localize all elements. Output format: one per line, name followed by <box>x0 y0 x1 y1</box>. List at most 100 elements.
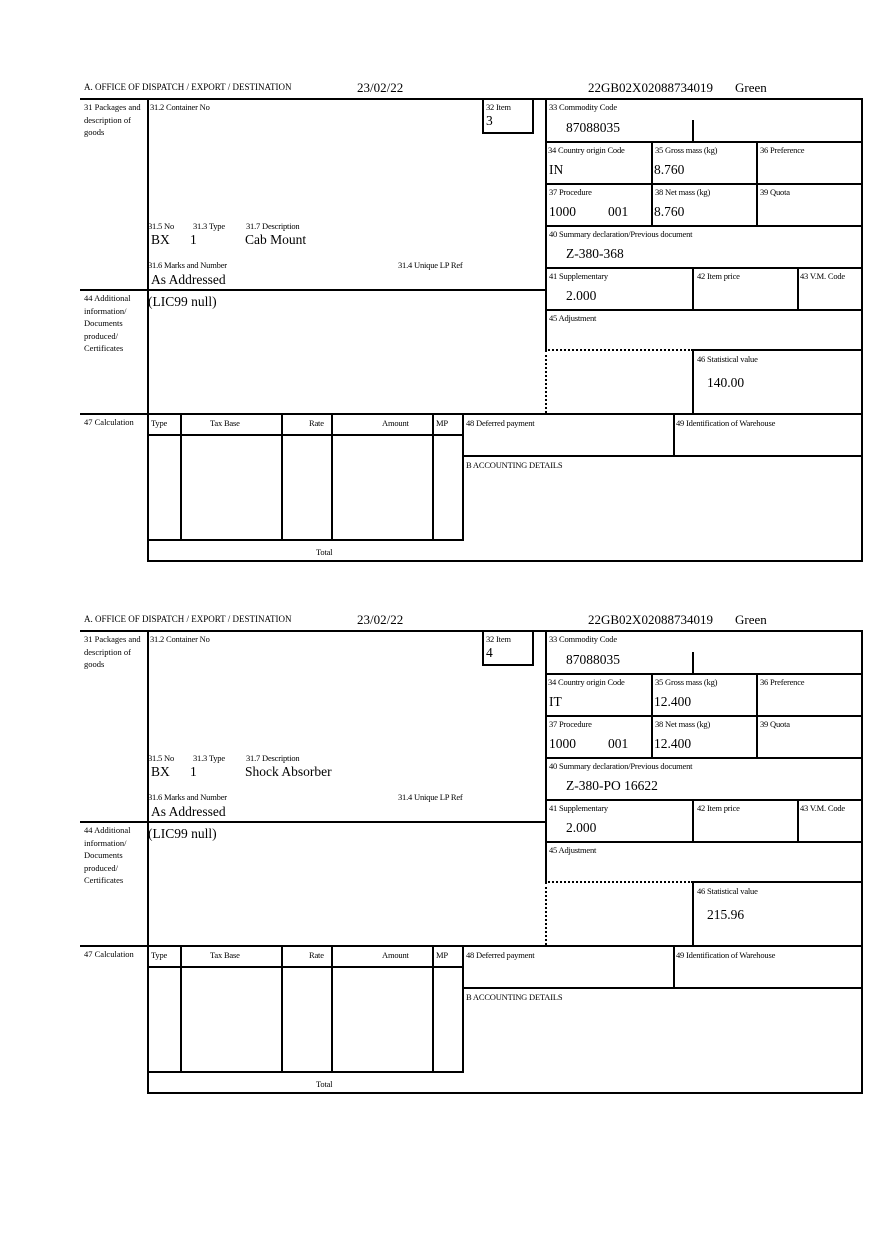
item-price-label: 42 Item price <box>697 803 740 813</box>
rule <box>797 799 799 841</box>
summary-declaration-value: Z-380-368 <box>566 246 624 261</box>
commodity-code-label: 33 Commodity Code <box>549 102 617 112</box>
rule <box>756 141 758 225</box>
container-no-label: 31.2 Container No <box>150 634 210 644</box>
rule <box>692 120 694 141</box>
procedure-value: 1000 <box>549 736 576 751</box>
type-value: 1 <box>190 764 197 779</box>
item-label: 32 Item <box>486 102 511 112</box>
marks-value: As Addressed <box>151 804 226 819</box>
rule <box>693 881 862 883</box>
office-label: A. OFFICE OF DISPATCH / EXPORT / DESTINA… <box>84 614 292 624</box>
net-mass-label: 38 Net mass (kg) <box>655 719 711 729</box>
rule <box>692 799 694 841</box>
unique-lp-ref-label: 31.4 Unique LP Ref <box>398 260 463 270</box>
no-label: 31.5 No <box>148 753 174 763</box>
declaration-reference: 22GB02X02088734019 <box>588 80 713 95</box>
packages-label: 31 Packages and description of goods <box>84 634 141 669</box>
procedure-label: 37 Procedure <box>549 187 592 197</box>
rule <box>80 98 863 100</box>
rule <box>545 757 862 759</box>
rule <box>545 98 547 351</box>
rule <box>756 673 758 757</box>
rule <box>532 98 534 134</box>
procedure-additional-value: 001 <box>608 204 629 219</box>
rule <box>432 945 434 1073</box>
rule <box>432 413 434 541</box>
dotted-rule <box>545 349 693 351</box>
country-origin-value: IN <box>549 162 564 177</box>
total-label: Total <box>316 547 333 557</box>
rule <box>147 1092 863 1094</box>
total-label: Total <box>316 1079 333 1089</box>
accounting-details-label: B ACCOUNTING DETAILS <box>466 460 563 470</box>
no-value: BX <box>151 232 170 247</box>
country-origin-label: 34 Country origin Code <box>548 677 625 687</box>
procedure-value: 1000 <box>549 204 576 219</box>
rule <box>462 413 464 541</box>
warehouse-label: 49 Identification of Warehouse <box>676 950 776 960</box>
calculation-label: 47 Calculation <box>84 949 134 959</box>
net-mass-label: 38 Net mass (kg) <box>655 187 711 197</box>
marks-label: 31.6 Marks and Number <box>148 792 227 802</box>
item-value: 4 <box>486 645 493 660</box>
rule <box>651 673 653 757</box>
warehouse-label: 49 Identification of Warehouse <box>676 418 776 428</box>
rule <box>180 413 182 541</box>
packages-label: 31 Packages and description of goods <box>84 102 141 137</box>
no-value: BX <box>151 764 170 779</box>
unique-lp-ref-label: 31.4 Unique LP Ref <box>398 792 463 802</box>
country-origin-label: 34 Country origin Code <box>548 145 625 155</box>
calc-col-rate: Rate <box>309 950 324 960</box>
rule <box>281 413 283 541</box>
rule <box>180 945 182 1073</box>
adjustment-label: 45 Adjustment <box>549 845 597 855</box>
description-label: 31.7 Description <box>246 221 300 231</box>
statistical-value-value: 140.00 <box>707 375 745 390</box>
supplementary-value: 2.000 <box>566 288 597 303</box>
rule <box>545 267 862 269</box>
deferred-payment-label: 48 Deferred payment <box>466 418 535 428</box>
rule <box>147 630 149 1094</box>
rule <box>482 98 484 134</box>
rule <box>692 267 694 309</box>
country-origin-value: IT <box>549 694 562 709</box>
declaration-date: 23/02/22 <box>357 80 404 95</box>
net-mass-value: 8.760 <box>654 204 685 219</box>
accounting-details-label: B ACCOUNTING DETAILS <box>466 992 563 1002</box>
net-mass-value: 12.400 <box>654 736 692 751</box>
rule <box>147 539 463 541</box>
rule <box>462 455 862 457</box>
summary-declaration-label: 40 Summary declaration/Previous document <box>549 761 693 771</box>
rule <box>80 289 546 291</box>
rule <box>673 945 675 988</box>
preference-label: 36 Preference <box>760 677 805 687</box>
description-label: 31.7 Description <box>246 753 300 763</box>
rule <box>545 225 862 227</box>
calc-col-rate: Rate <box>309 418 324 428</box>
additional-info-label: 44 Additional information/ Documents pro… <box>84 825 131 885</box>
route-status: Green <box>735 80 767 95</box>
rule <box>861 98 863 562</box>
gross-mass-value: 8.760 <box>654 162 685 177</box>
rule <box>545 630 547 883</box>
calc-col-amount: Amount <box>382 418 409 428</box>
rule <box>80 630 863 632</box>
rule <box>545 799 862 801</box>
calc-col-tax-base: Tax Base <box>210 418 240 428</box>
calc-col-mp: MP <box>436 950 448 960</box>
additional-info-value: (LIC99 null) <box>148 826 217 841</box>
additional-info-label: 44 Additional information/ Documents pro… <box>84 293 131 353</box>
rule <box>545 309 862 311</box>
gross-mass-value: 12.400 <box>654 694 692 709</box>
statistical-value-label: 46 Statistical value <box>697 354 758 364</box>
rule <box>80 821 546 823</box>
calc-col-type: Type <box>151 418 168 428</box>
rule <box>692 881 694 945</box>
rule <box>80 945 863 947</box>
quota-label: 39 Quota <box>760 719 790 729</box>
preference-label: 36 Preference <box>760 145 805 155</box>
type-label: 31.3 Type <box>193 753 225 763</box>
commodity-code-label: 33 Commodity Code <box>549 634 617 644</box>
